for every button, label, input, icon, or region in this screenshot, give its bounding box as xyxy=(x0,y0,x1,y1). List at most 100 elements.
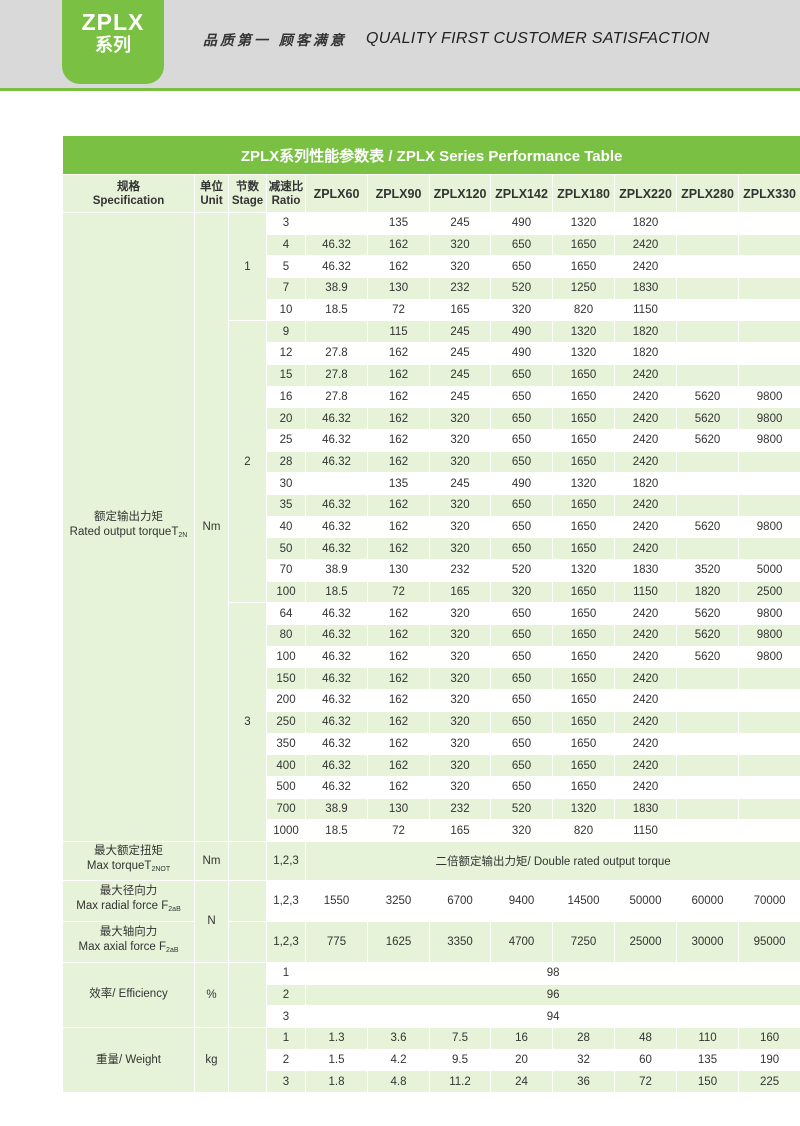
value-cell: 27.8 xyxy=(305,385,368,409)
force-unit: N xyxy=(194,879,229,963)
value-cell: 245 xyxy=(429,320,491,344)
value-cell xyxy=(737,450,800,474)
value-cell xyxy=(737,819,800,842)
value-cell: 36 xyxy=(552,1070,615,1094)
value-cell: 1650 xyxy=(552,645,615,669)
value-cell: 1820 xyxy=(614,320,677,344)
value-cell: 162 xyxy=(367,233,430,257)
ratio-cell: 1,2,3 xyxy=(266,879,306,922)
value-cell xyxy=(737,342,800,365)
table-row: 5 46.32 162 320 650 1650 2420 xyxy=(63,255,800,279)
value-cell: 2420 xyxy=(614,493,677,517)
table-row: 30 135 245 490 1320 1820 xyxy=(63,472,800,495)
value-cell: 3350 xyxy=(429,920,491,963)
value-cell: 2420 xyxy=(614,233,677,257)
value-cell: 32 xyxy=(552,1048,615,1072)
value-cell: 1150 xyxy=(614,298,677,322)
value-cell: 1650 xyxy=(552,407,615,430)
value-cell: 18.5 xyxy=(305,298,368,322)
value-cell: 5620 xyxy=(676,515,739,539)
ratio-cell: 20 xyxy=(266,407,306,430)
value-cell xyxy=(737,277,800,300)
label-subscript: 2N xyxy=(178,532,188,540)
table-row: 80 46.32 162 320 650 1650 2420 5620 9800 xyxy=(63,624,800,647)
value-cell: 162 xyxy=(367,667,430,691)
value-cell: 1150 xyxy=(614,819,677,842)
value-cell: 1320 xyxy=(552,320,615,344)
value-cell: 46.32 xyxy=(305,775,368,799)
value-cell: 2420 xyxy=(614,363,677,387)
value-cell xyxy=(737,732,800,756)
value-cell: 1150 xyxy=(614,580,677,604)
value-cell: 2420 xyxy=(614,602,677,626)
value-cell: 130 xyxy=(367,277,430,300)
header-model: ZPLX330 xyxy=(737,174,800,213)
value-cell: 162 xyxy=(367,537,430,560)
header-model: ZPLX142 xyxy=(490,174,553,213)
value-cell: 490 xyxy=(490,472,553,495)
ratio-cell: 1,2,3 xyxy=(266,840,306,881)
value-cell: 46.32 xyxy=(305,407,368,430)
value-cell: 190 xyxy=(737,1048,800,1072)
value-cell: 60 xyxy=(614,1048,677,1072)
table-row: 28 46.32 162 320 650 1650 2420 xyxy=(63,450,800,474)
value-cell: 5620 xyxy=(676,645,739,669)
ratio-cell: 25 xyxy=(266,428,306,452)
value-cell xyxy=(676,493,739,517)
stage-cell xyxy=(228,840,267,881)
value-cell: 2420 xyxy=(614,732,677,756)
ratio-cell: 400 xyxy=(266,754,306,777)
value-cell: 27.8 xyxy=(305,342,368,365)
value-cell: 520 xyxy=(490,797,553,821)
value-cell: 320 xyxy=(429,537,491,560)
value-cell: 4.2 xyxy=(367,1048,430,1072)
table-row: 20 46.32 162 320 650 1650 2420 5620 9800 xyxy=(63,407,800,430)
value-cell: 162 xyxy=(367,624,430,647)
value-cell: 520 xyxy=(490,559,553,582)
table-row: 70 38.9 130 232 520 1320 1830 3520 5000 xyxy=(63,559,800,582)
value-cell xyxy=(737,689,800,712)
value-cell: 2500 xyxy=(737,580,800,604)
value-cell: 320 xyxy=(429,710,491,734)
table-row: 7 38.9 130 232 520 1250 1830 xyxy=(63,277,800,300)
value-cell: 28 xyxy=(552,1027,615,1050)
value-cell: 9800 xyxy=(737,407,800,430)
value-cell: 650 xyxy=(490,602,553,626)
ratio-cell: 28 xyxy=(266,450,306,474)
value-cell: 38.9 xyxy=(305,277,368,300)
table-row: 重量/ Weight kg 1 1.3 3.6 7.5 16 28 48 110 160 xyxy=(62,1026,800,1094)
value-cell xyxy=(737,775,800,799)
ratio-cell: 9 xyxy=(266,320,306,344)
value-cell: 1320 xyxy=(552,472,615,495)
value-cell: 160 xyxy=(737,1027,800,1050)
header-model: ZPLX60 xyxy=(305,174,368,213)
value-cell: 50000 xyxy=(614,879,677,922)
value-cell: 162 xyxy=(367,450,430,474)
value-cell: 2420 xyxy=(614,428,677,452)
value-cell: 1650 xyxy=(552,754,615,777)
value-cell xyxy=(676,212,739,235)
table-row: 10 18.5 72 165 320 820 1150 xyxy=(63,298,800,322)
efficiency-value: 98 xyxy=(304,961,800,985)
value-cell: 162 xyxy=(367,493,430,517)
value-cell xyxy=(737,298,800,322)
ratio-cell: 2 xyxy=(266,1048,306,1072)
table-row: 50 46.32 162 320 650 1650 2420 xyxy=(63,537,800,560)
stage-cell xyxy=(228,961,267,1029)
value-cell: 320 xyxy=(429,515,491,539)
table-row: 1000 18.5 72 165 320 820 1150 xyxy=(63,819,800,842)
table-row: ZPLX系列性能参数表 / ZPLX Series Performance Ta… xyxy=(61,135,800,175)
value-cell xyxy=(676,233,739,257)
value-cell: 162 xyxy=(367,363,430,387)
value-cell: 2420 xyxy=(614,450,677,474)
value-cell: 1650 xyxy=(552,363,615,387)
value-cell: 1625 xyxy=(367,920,430,963)
ratio-cell: 30 xyxy=(266,472,306,495)
value-cell: 5620 xyxy=(676,407,739,430)
stage-cell xyxy=(228,920,267,963)
value-cell: 520 xyxy=(490,277,553,300)
value-cell: 24 xyxy=(490,1070,553,1094)
value-cell xyxy=(737,363,800,387)
value-cell: 650 xyxy=(490,645,553,669)
value-cell: 650 xyxy=(490,710,553,734)
